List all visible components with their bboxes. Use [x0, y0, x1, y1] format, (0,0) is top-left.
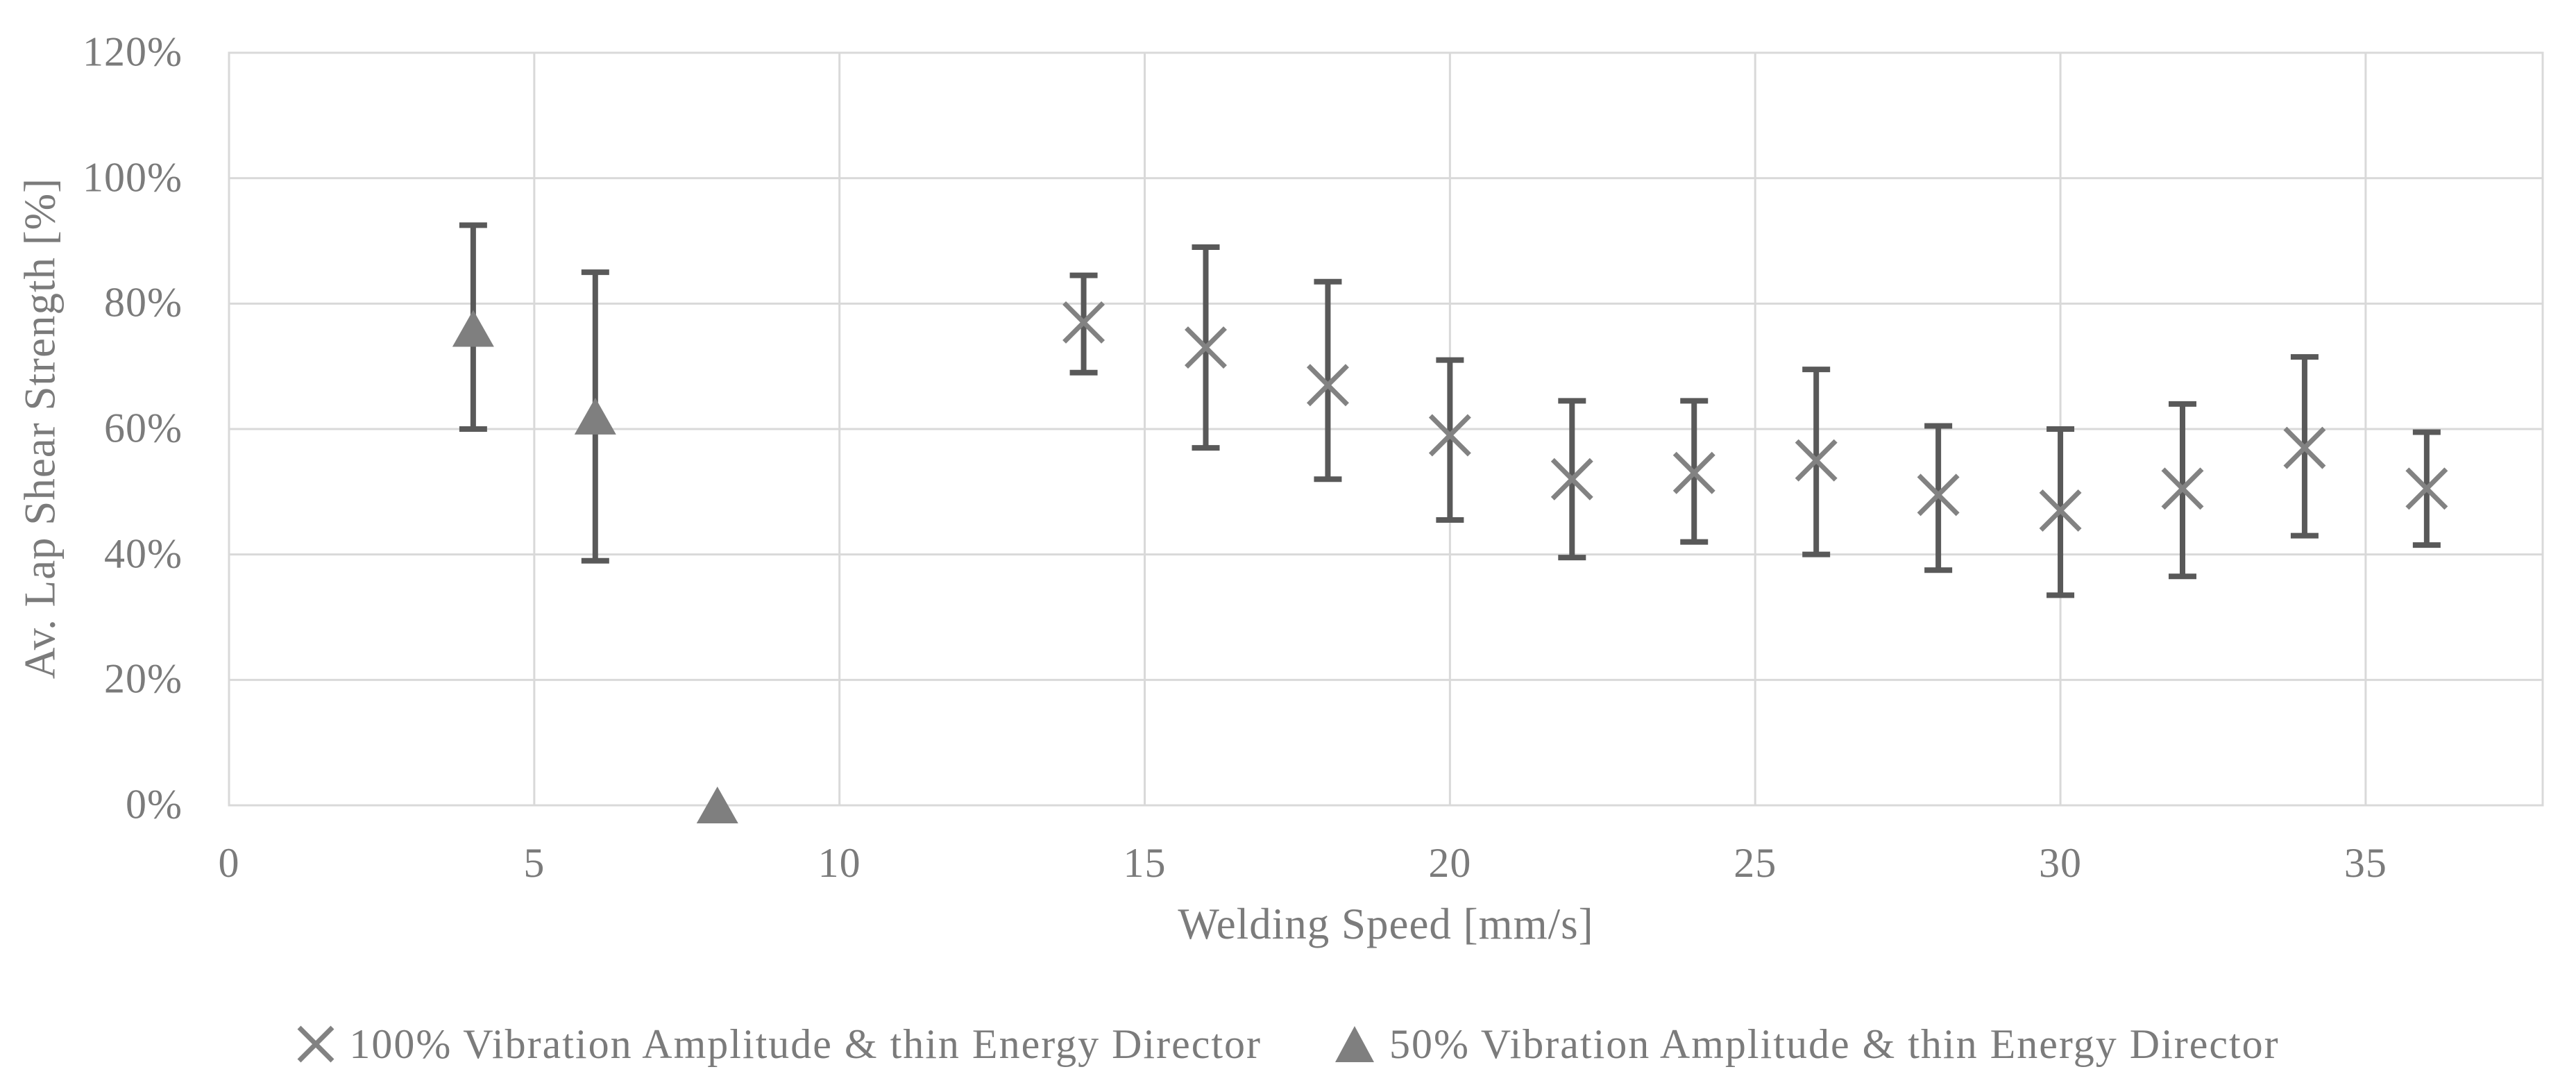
x-marker-icon [297, 1025, 334, 1063]
triangle-marker [696, 787, 738, 823]
y-tick-label: 120% [83, 28, 183, 75]
legend-entry-50pct: 50% Vibration Amplitude & thin Energy Di… [1334, 1021, 2280, 1068]
y-tick-label: 20% [104, 656, 183, 703]
plot-border [228, 51, 2544, 807]
x-marker [1550, 457, 1593, 501]
legend-entry-100pct: 100% Vibration Amplitude & thin Energy D… [296, 1021, 1262, 1068]
x-marker [1917, 473, 1960, 517]
x-marker [2161, 467, 2204, 510]
gridlines [228, 51, 2543, 807]
y-tick-label: 40% [104, 530, 183, 577]
x-marker [1428, 414, 1471, 457]
x-marker [2405, 467, 2448, 510]
x-tick-label: 30 [2039, 840, 2083, 886]
x-marker [1185, 326, 1227, 369]
x-tick-label: 5 [523, 840, 545, 886]
y-tick-label: 80% [104, 280, 183, 326]
x-tick-label: 20 [1428, 840, 1472, 886]
x-tick-label: 35 [2344, 840, 2387, 886]
x-tick-label: 0 [218, 840, 240, 886]
x-marker [2039, 489, 2082, 532]
x-tick-label: 15 [1123, 840, 1167, 886]
triangle-marker [452, 310, 494, 347]
y-tick-label: 0% [126, 781, 183, 828]
triangle-marker-icon [1335, 1026, 1374, 1062]
error-bar [1436, 357, 1464, 523]
x-tick-label: 10 [817, 840, 861, 886]
x-tick-label: 25 [1734, 840, 1777, 886]
error-bar [1314, 278, 1342, 482]
series-100pct [1062, 244, 2448, 598]
y-tick-label: 100% [83, 154, 183, 201]
x-marker [2283, 426, 2326, 469]
legend-label-50pct: 50% Vibration Amplitude & thin Energy Di… [1389, 1021, 2280, 1067]
x-marker [1062, 301, 1105, 344]
series-50pct [452, 222, 738, 823]
triangle-marker [574, 397, 616, 435]
x-marker [1795, 439, 1838, 482]
y-axis-title: Av. Lap Shear Strength [%] [15, 177, 65, 680]
x-axis-title: Welding Speed [mm/s] [1178, 900, 1594, 948]
chart-legend: 100% Vibration Amplitude & thin Energy D… [0, 1005, 2576, 1083]
x-marker [1672, 451, 1715, 494]
x-marker [1306, 364, 1349, 407]
y-tick-label: 60% [104, 405, 183, 451]
legend-label-100pct: 100% Vibration Amplitude & thin Energy D… [349, 1021, 1262, 1067]
